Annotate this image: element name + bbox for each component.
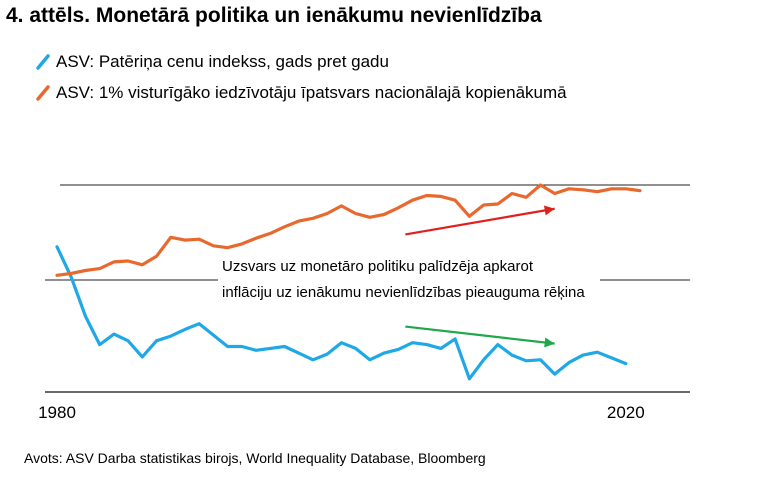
- rising-inequality-arrow-head: [544, 206, 555, 216]
- falling-inflation-arrow-shaft: [405, 327, 554, 344]
- annotation-line-2: inflāciju uz ienākumu nevienlīdzības pie…: [222, 284, 585, 301]
- y-tick-label-2: 0: [679, 0, 688, 4]
- rising-inequality-arrow-shaft: [405, 209, 554, 235]
- annotation-line-1: Uzsvars uz monetāro politiku palīdzēja a…: [222, 258, 533, 275]
- x-tick-label-0: 1980: [38, 403, 76, 422]
- x-tick-label-1: 2020: [607, 403, 645, 422]
- source-note: Avots: ASV Darba statistikas birojs, Wor…: [24, 450, 486, 466]
- line-chart: 20%10019802020: [0, 0, 768, 477]
